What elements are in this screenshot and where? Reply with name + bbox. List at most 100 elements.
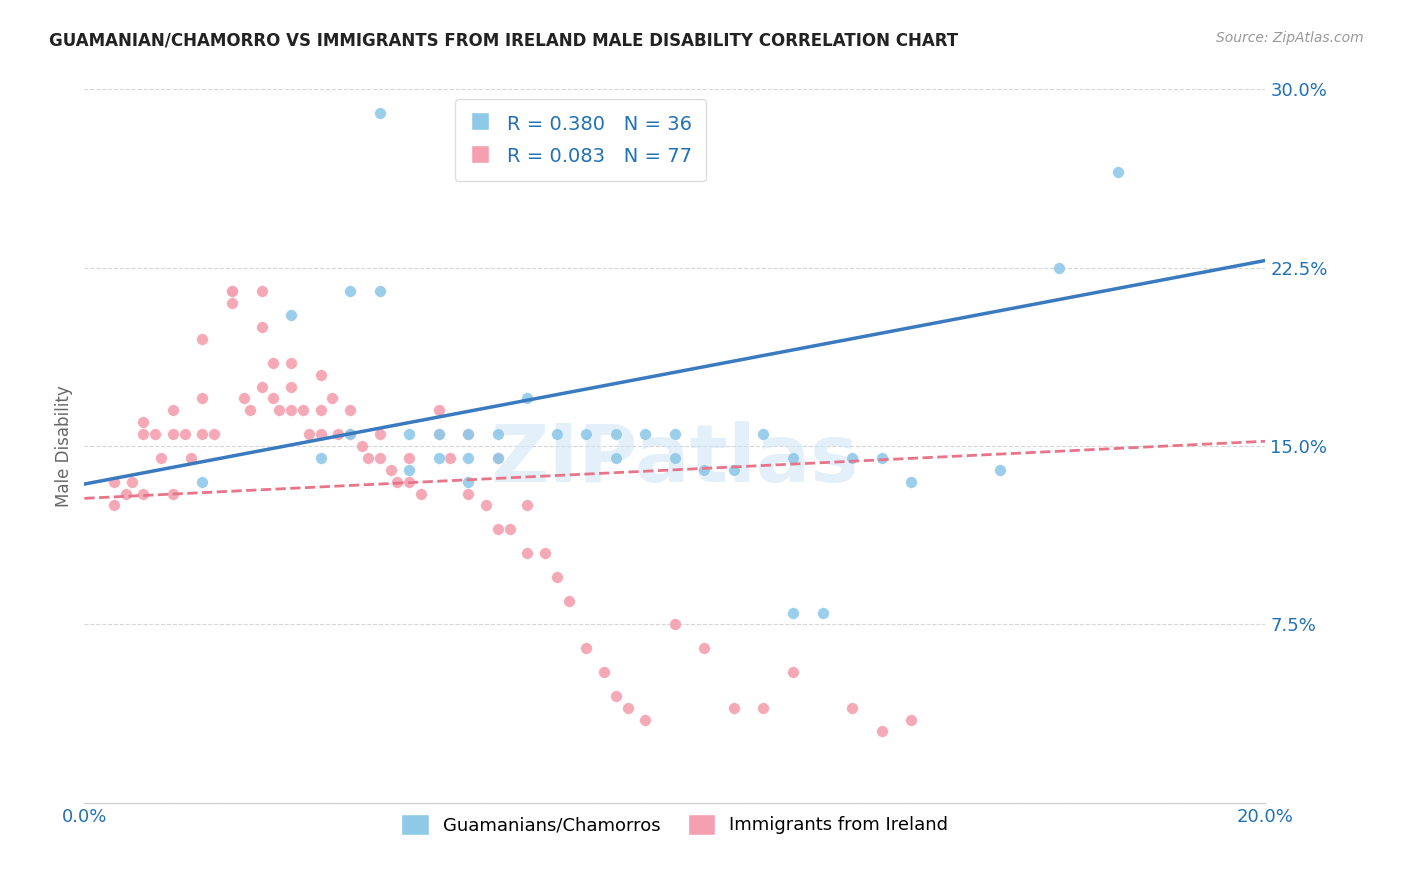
Point bbox=[291, 403, 314, 417]
Point bbox=[191, 332, 214, 346]
Point bbox=[616, 700, 638, 714]
Point bbox=[870, 724, 893, 739]
Point bbox=[143, 427, 166, 442]
Point bbox=[605, 689, 627, 703]
Point bbox=[262, 356, 284, 370]
Point bbox=[398, 427, 420, 442]
Point bbox=[664, 427, 686, 442]
Point bbox=[752, 700, 775, 714]
Point bbox=[250, 379, 273, 393]
Point bbox=[575, 427, 598, 442]
Point bbox=[269, 403, 291, 417]
Point bbox=[841, 700, 863, 714]
Point bbox=[516, 392, 538, 406]
Point bbox=[752, 427, 775, 442]
Point bbox=[368, 285, 391, 299]
Point bbox=[409, 486, 432, 500]
Point bbox=[103, 475, 125, 489]
Point bbox=[427, 450, 450, 465]
Point bbox=[427, 427, 450, 442]
Y-axis label: Male Disability: Male Disability bbox=[55, 385, 73, 507]
Point bbox=[693, 463, 716, 477]
Point bbox=[398, 450, 420, 465]
Point bbox=[782, 450, 804, 465]
Point bbox=[457, 450, 479, 465]
Point bbox=[457, 475, 479, 489]
Point bbox=[221, 285, 243, 299]
Point bbox=[516, 546, 538, 560]
Point bbox=[664, 617, 686, 632]
Point bbox=[782, 665, 804, 679]
Point bbox=[723, 463, 745, 477]
Point bbox=[132, 486, 155, 500]
Point bbox=[239, 403, 262, 417]
Point bbox=[114, 486, 136, 500]
Point bbox=[516, 499, 538, 513]
Point bbox=[280, 379, 302, 393]
Point bbox=[162, 486, 184, 500]
Point bbox=[280, 308, 302, 322]
Point bbox=[280, 403, 302, 417]
Point bbox=[475, 499, 498, 513]
Point bbox=[546, 427, 568, 442]
Point bbox=[202, 427, 225, 442]
Point bbox=[427, 427, 450, 442]
Point bbox=[557, 593, 579, 607]
Point bbox=[427, 403, 450, 417]
Point bbox=[988, 463, 1011, 477]
Legend: Guamanians/Chamorros, Immigrants from Ireland: Guamanians/Chamorros, Immigrants from Ir… bbox=[392, 805, 957, 844]
Point bbox=[368, 450, 391, 465]
Point bbox=[398, 463, 420, 477]
Point bbox=[1047, 260, 1070, 275]
Point bbox=[900, 475, 922, 489]
Point bbox=[309, 403, 332, 417]
Point bbox=[339, 427, 361, 442]
Point bbox=[387, 475, 409, 489]
Point bbox=[321, 392, 343, 406]
Point bbox=[250, 320, 273, 334]
Point bbox=[280, 356, 302, 370]
Point bbox=[368, 106, 391, 120]
Point bbox=[132, 427, 155, 442]
Point bbox=[121, 475, 143, 489]
Point bbox=[150, 450, 173, 465]
Point bbox=[841, 450, 863, 465]
Point bbox=[498, 522, 520, 536]
Point bbox=[221, 285, 243, 299]
Point bbox=[191, 475, 214, 489]
Point bbox=[250, 285, 273, 299]
Point bbox=[486, 450, 509, 465]
Point bbox=[339, 427, 361, 442]
Point bbox=[486, 427, 509, 442]
Point bbox=[900, 713, 922, 727]
Point bbox=[593, 665, 616, 679]
Point bbox=[221, 296, 243, 310]
Point bbox=[180, 450, 202, 465]
Text: ZIPatlas: ZIPatlas bbox=[491, 421, 859, 500]
Point bbox=[782, 606, 804, 620]
Point bbox=[457, 486, 479, 500]
Point bbox=[309, 368, 332, 382]
Point bbox=[605, 427, 627, 442]
Point bbox=[811, 606, 834, 620]
Point bbox=[486, 450, 509, 465]
Point bbox=[534, 546, 557, 560]
Point bbox=[191, 427, 214, 442]
Point bbox=[457, 427, 479, 442]
Point bbox=[486, 522, 509, 536]
Point bbox=[457, 427, 479, 442]
Point bbox=[350, 439, 373, 453]
Text: Source: ZipAtlas.com: Source: ZipAtlas.com bbox=[1216, 31, 1364, 45]
Point bbox=[191, 392, 214, 406]
Point bbox=[162, 427, 184, 442]
Point bbox=[162, 403, 184, 417]
Point bbox=[1107, 165, 1129, 179]
Point bbox=[546, 570, 568, 584]
Point bbox=[723, 700, 745, 714]
Point bbox=[693, 641, 716, 656]
Point bbox=[232, 392, 254, 406]
Point bbox=[309, 450, 332, 465]
Point bbox=[298, 427, 321, 442]
Point bbox=[380, 463, 402, 477]
Point bbox=[262, 392, 284, 406]
